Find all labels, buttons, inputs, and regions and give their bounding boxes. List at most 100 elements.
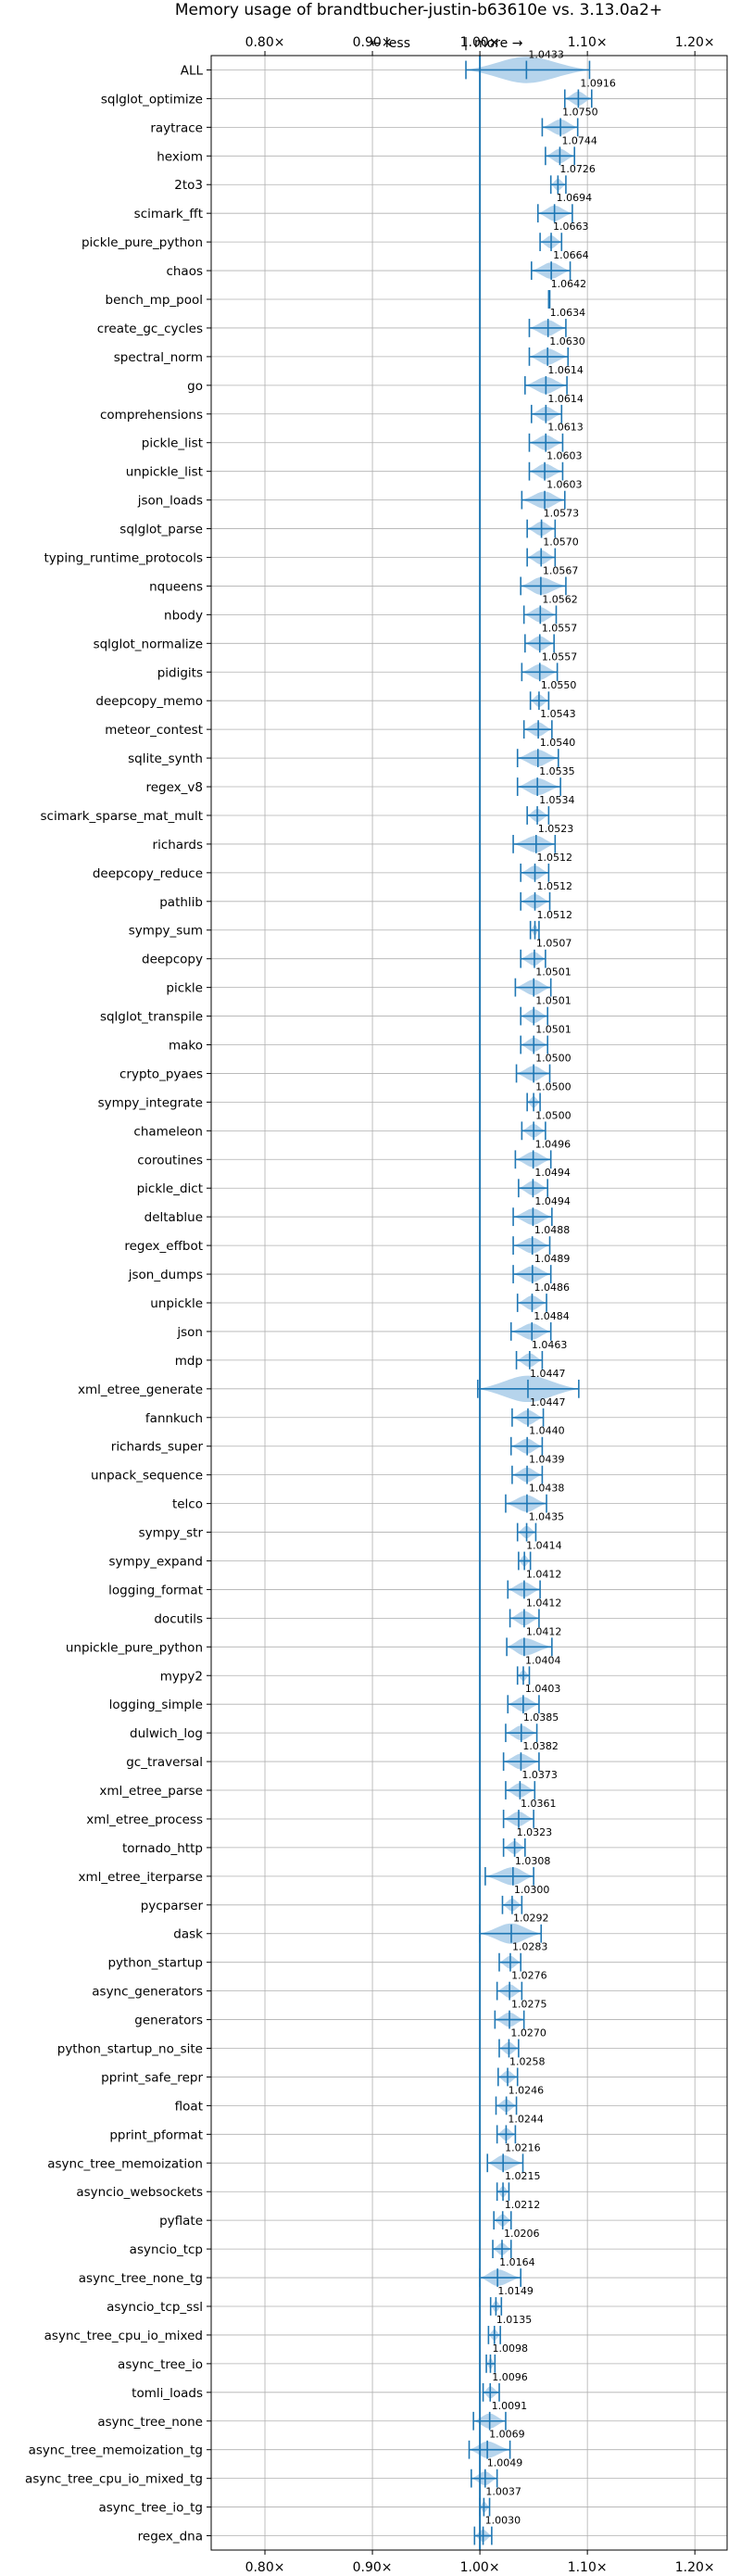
value-label: 1.0501: [535, 995, 571, 1007]
value-label: 1.0540: [540, 737, 576, 749]
benchmark-label: pyflate: [159, 2214, 203, 2229]
value-label: 1.0488: [534, 1224, 571, 1236]
benchmark-label: dask: [173, 1927, 203, 1942]
benchmark-label: chameleon: [133, 1124, 203, 1139]
benchmark-label: docutils: [154, 1611, 203, 1626]
value-label: 1.0300: [514, 1884, 550, 1896]
benchmark-label: sqlglot_optimize: [101, 92, 203, 107]
value-label: 1.0404: [525, 1654, 561, 1666]
benchmark-label: unpack_sequence: [91, 1469, 203, 1484]
value-label: 1.0634: [550, 307, 586, 319]
benchmark-label: async_tree_none: [97, 2415, 203, 2430]
benchmark-label: pycparser: [141, 1899, 204, 1913]
value-label: 1.0630: [549, 335, 585, 347]
benchmark-label: async_tree_memoization_tg: [29, 2443, 203, 2458]
benchmark-label: deltablue: [144, 1210, 203, 1225]
benchmark-label: mako: [169, 1039, 203, 1054]
benchmark-label: regex_dna: [138, 2530, 203, 2544]
benchmark-label: sympy_expand: [108, 1554, 203, 1569]
value-label: 1.0535: [539, 765, 575, 777]
value-label: 1.0642: [551, 278, 587, 290]
value-label: 1.0750: [562, 106, 598, 118]
value-label: 1.0663: [553, 221, 589, 233]
value-label: 1.0726: [559, 163, 596, 175]
x-tick-label-bottom: 0.80×: [245, 2560, 285, 2575]
value-label: 1.0489: [534, 1253, 571, 1265]
value-label: 1.0501: [535, 1024, 571, 1036]
value-label: 1.0500: [535, 1109, 571, 1121]
benchmark-label: sqlglot_parse: [119, 523, 203, 537]
value-label: 1.0412: [526, 1568, 562, 1580]
benchmark-label: deepcopy_reduce: [93, 866, 203, 881]
benchmark-label: json_loads: [137, 494, 203, 509]
value-label: 1.0283: [512, 1941, 548, 1953]
benchmark-label: sympy_integrate: [98, 1095, 203, 1110]
value-label: 1.0216: [505, 2141, 541, 2153]
benchmark-label: xml_etree_generate: [78, 1383, 203, 1397]
value-label: 1.0496: [535, 1138, 571, 1150]
benchmark-label: async_tree_cpu_io_mixed: [44, 2329, 203, 2343]
value-label: 1.0403: [525, 1683, 561, 1695]
value-label: 1.0440: [529, 1425, 565, 1437]
value-label: 1.0512: [537, 909, 573, 921]
benchmark-label: scimark_fft: [134, 207, 203, 221]
benchmark-label: asyncio_websockets: [76, 2185, 203, 2200]
value-label: 1.0439: [529, 1454, 565, 1466]
x-tick-label-top: 0.80×: [245, 35, 285, 50]
value-label: 1.0614: [547, 393, 584, 405]
value-label: 1.0382: [522, 1740, 559, 1752]
x-tick-label-top: 1.00×: [460, 35, 500, 50]
benchmark-label: comprehensions: [100, 408, 203, 423]
value-label: 1.0149: [497, 2285, 534, 2297]
benchmark-label: async_tree_none_tg: [79, 2271, 203, 2286]
value-label: 1.0049: [487, 2457, 523, 2469]
benchmark-label: create_gc_cycles: [97, 322, 203, 336]
benchmark-label: logging_simple: [109, 1698, 203, 1712]
value-label: 1.0206: [504, 2228, 540, 2240]
value-label: 1.0567: [543, 564, 579, 576]
value-label: 1.0069: [489, 2429, 525, 2441]
benchmark-label: generators: [134, 2014, 203, 2028]
benchmark-labels: ALL sqlglot_optimize raytrace hexiom 2to3 sci…: [25, 63, 203, 2544]
benchmark-label: pprint_safe_repr: [101, 2070, 203, 2085]
value-label: 1.0215: [505, 2170, 541, 2182]
benchmark-label: pprint_pformat: [109, 2128, 203, 2142]
benchmark-label: crypto_pyaes: [119, 1067, 203, 1081]
x-tick-label-bottom: 1.10×: [568, 2560, 608, 2575]
value-label: 1.0512: [537, 852, 573, 864]
value-label: 1.0361: [521, 1798, 557, 1810]
benchmark-label: gc_traversal: [126, 1755, 203, 1770]
value-label: 1.0412: [526, 1597, 562, 1609]
plot-frame: [210, 55, 728, 2551]
value-label: 1.0030: [485, 2515, 521, 2527]
value-label: 1.0562: [542, 593, 578, 605]
benchmark-label: pidigits: [157, 665, 203, 680]
value-label: 1.0258: [509, 2055, 546, 2067]
benchmark-label: pickle: [166, 981, 203, 996]
benchmark-label: asyncio_tcp_ssl: [107, 2300, 203, 2315]
benchmark-label: richards: [153, 838, 203, 852]
benchmark-label: telco: [172, 1497, 203, 1512]
value-label: 1.0603: [546, 450, 583, 462]
benchmark-label: json_dumps: [128, 1268, 203, 1282]
benchmark-label: pathlib: [159, 895, 203, 910]
benchmark-label: typing_runtime_protocols: [44, 550, 204, 565]
x-tick-label-bottom: 1.20×: [675, 2560, 715, 2575]
benchmark-label: pickle_dict: [137, 1181, 203, 1196]
benchmark-label: raytrace: [150, 120, 203, 135]
benchmark-label: async_tree_cpu_io_mixed_tg: [25, 2472, 203, 2487]
value-label: 1.0438: [529, 1483, 565, 1495]
benchmark-label: asyncio_tcp: [130, 2242, 203, 2257]
benchmark-label: regex_effbot: [124, 1239, 203, 1254]
value-label: 1.0098: [492, 2342, 528, 2355]
benchmark-label: sqlglot_normalize: [94, 637, 203, 651]
value-label: 1.0507: [536, 938, 572, 950]
x-tick-label-top: 1.20×: [675, 35, 715, 50]
value-label: 1.0244: [508, 2113, 544, 2125]
benchmark-label: nbody: [164, 608, 203, 623]
benchmark-label: pickle_pure_python: [82, 235, 203, 250]
annotation-more: more →: [474, 36, 523, 51]
value-label: 1.0916: [580, 77, 616, 89]
value-label: 1.0135: [496, 2314, 533, 2326]
